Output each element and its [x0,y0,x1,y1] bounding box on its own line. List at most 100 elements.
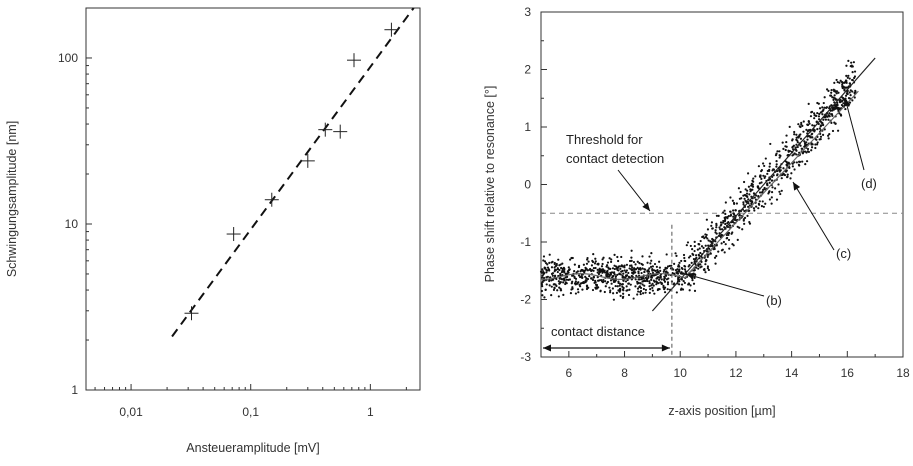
phase-point [618,272,621,276]
phase-point [613,267,616,271]
phase-point [808,122,811,125]
phase-point [550,279,553,282]
phase-point [709,252,712,255]
phase-point [819,135,823,138]
phase-point [768,190,771,193]
phase-point [767,192,770,195]
phase-point [768,181,771,184]
phase-point [743,197,746,200]
phase-point [798,160,802,163]
phase-point [558,286,561,289]
phase-point [715,254,718,258]
phase-point [845,64,848,67]
phase-point [609,271,612,274]
phase-point [693,276,696,279]
phase-point [840,103,844,107]
phase-point [809,115,813,118]
phase-point [675,291,678,294]
phase-point [619,287,622,290]
phase-point [613,253,616,256]
phase-point [650,252,653,255]
phase-point [608,257,611,260]
phase-point [742,201,745,204]
phase-point [846,90,849,94]
phase-point [557,295,560,298]
phase-point [821,113,824,116]
phase-point [742,203,745,206]
phase-point [540,289,544,293]
phase-point [660,278,663,281]
phase-point [624,274,628,277]
phase-point [724,212,727,216]
phase-point [573,276,576,280]
phase-point [561,269,564,272]
phase-point [551,272,555,275]
phase-point [827,134,830,137]
phase-point [800,147,803,150]
phase-point [729,210,732,213]
phase-point [796,139,799,142]
phase-point [642,292,645,295]
phase-point [607,266,610,269]
phase-point [848,82,851,85]
phase-point [815,138,818,141]
phase-point [666,283,670,286]
phase-point [699,263,702,266]
phase-point [818,112,821,116]
phase-point [798,151,801,154]
phase-point [706,237,709,240]
phase-point [632,260,636,264]
phase-point [760,177,763,181]
phase-point [738,226,741,229]
phase-point [658,276,662,279]
phase-point [845,74,848,77]
phase-point [596,271,599,274]
phase-point [541,268,544,271]
phase-point [697,267,700,270]
phase-point [837,91,840,94]
phase-point [722,219,725,223]
phase-point [839,114,843,117]
phase-point [680,272,683,275]
right-y-tick-label: 1 [524,120,531,134]
phase-point [573,270,576,273]
phase-point [618,282,622,285]
phase-point [743,216,747,219]
phase-point [592,252,595,256]
phase-point [807,120,810,124]
left-y-tick-label: 100 [58,51,78,65]
phase-point [622,272,625,275]
phase-point [621,296,624,299]
phase-point [840,100,843,103]
phase-point [619,267,622,270]
phase-point [656,276,659,280]
phase-point [544,288,547,291]
phase-point [692,282,696,285]
phase-point [736,238,739,241]
phase-point [632,272,635,275]
phase-point [559,289,562,292]
phase-point [548,261,551,265]
phase-point [748,193,751,196]
phase-point [637,272,640,275]
phase-point [752,177,755,180]
phase-point [628,264,632,267]
phase-point [639,290,642,294]
phase-point [611,287,614,290]
phase-point [835,107,838,110]
phase-point [816,101,819,105]
right-x-axis-label: z-axis position [µm] [668,404,775,418]
phase-point [658,266,661,269]
phase-point [715,224,718,227]
phase-point [663,275,666,278]
phase-point [847,59,850,63]
phase-point [698,247,701,250]
phase-point [650,274,653,277]
phase-point [775,163,778,166]
phase-point [591,259,594,262]
phase-point [660,281,663,285]
phase-point [729,196,732,199]
phase-point [657,282,660,285]
phase-point [712,248,715,251]
phase-point [663,268,666,272]
